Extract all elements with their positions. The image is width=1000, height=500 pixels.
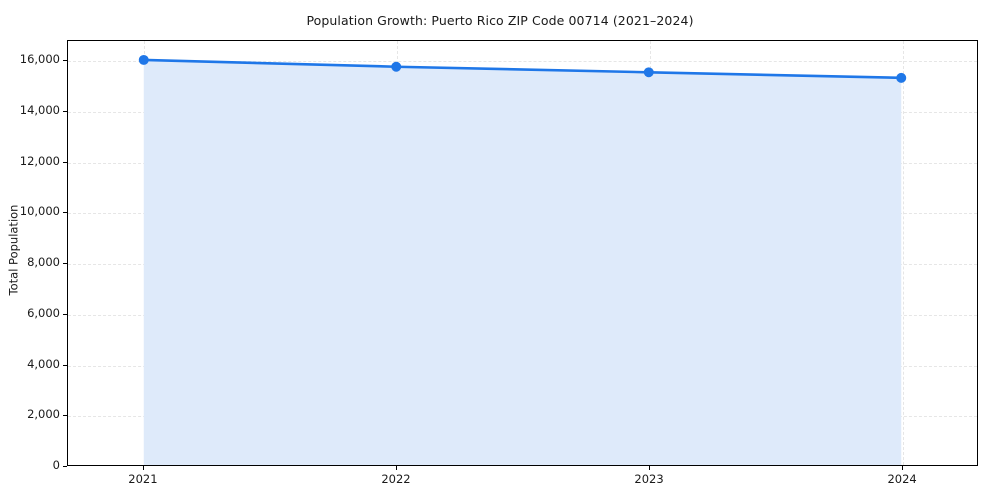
x-tick-label: 2022 — [381, 472, 411, 486]
y-tick-mark — [63, 212, 67, 214]
x-tick-label: 2023 — [634, 472, 664, 486]
x-tick-mark — [902, 466, 904, 470]
y-tick-label: 6,000 — [27, 305, 60, 320]
x-tick-mark — [395, 466, 397, 470]
gridline-horizontal — [68, 61, 977, 63]
y-tick-label: 12,000 — [19, 153, 60, 168]
plot-area — [67, 40, 978, 466]
population-line — [142, 58, 903, 80]
data-layer — [138, 54, 907, 465]
data-point-markers — [138, 54, 907, 83]
y-tick-mark — [63, 60, 67, 62]
y-tick-label: 0 — [52, 458, 60, 472]
x-tick-mark — [142, 466, 144, 470]
data-point-marker — [643, 67, 654, 78]
y-tick-mark — [63, 364, 67, 366]
y-tick-label: 14,000 — [19, 103, 60, 117]
y-tick-mark — [63, 313, 67, 315]
gridline-vertical — [903, 41, 905, 465]
data-point-marker — [896, 72, 907, 83]
x-tick-label: 2021 — [128, 472, 158, 486]
y-tick-mark — [63, 263, 67, 265]
y-tick-mark — [63, 161, 67, 163]
x-tick-label: 2024 — [887, 472, 917, 486]
y-tick-label: 2,000 — [27, 407, 60, 422]
y-tick-mark — [63, 111, 67, 112]
y-axis-label: Total Population — [4, 0, 22, 500]
y-tick-label: 16,000 — [19, 52, 60, 67]
chart-title: Population Growth: Puerto Rico ZIP Code … — [306, 13, 694, 28]
y-tick-label: 4,000 — [27, 356, 60, 371]
x-tick-mark — [649, 466, 651, 470]
y-tick-label: 8,000 — [27, 255, 60, 270]
data-point-marker — [391, 61, 402, 72]
y-tick-mark — [63, 466, 67, 467]
y-tick-label: 10,000 — [19, 204, 60, 219]
area-fill — [143, 59, 902, 465]
data-point-marker — [138, 54, 149, 65]
y-tick-mark — [63, 415, 67, 417]
